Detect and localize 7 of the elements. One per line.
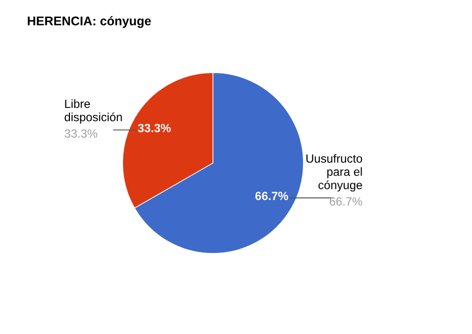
- slice-label: Libre disposición: [64, 99, 122, 124]
- data-label: 66.7%: [255, 192, 288, 200]
- slice-label: Uusufructo para el cónyuge: [306, 154, 362, 192]
- text: 33.3%: [64, 129, 98, 138]
- data-label: 33.3%: [138, 124, 171, 132]
- chart-title: HERENCIA: cónyuge: [28, 16, 151, 28]
- text: 66.7%: [330, 197, 362, 206]
